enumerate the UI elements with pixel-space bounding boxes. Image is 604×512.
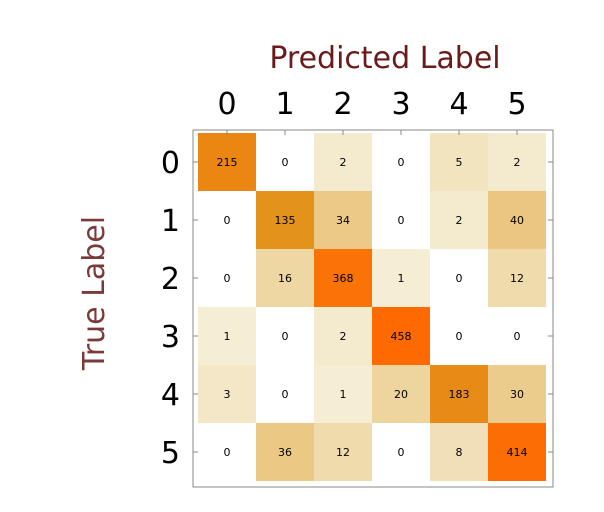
cell-value-label: 3 <box>224 388 231 401</box>
cell-value-label: 1 <box>398 272 405 285</box>
heatmap-cell-r2-c4 <box>430 249 488 307</box>
y-tick-label: 3 <box>161 320 180 355</box>
heatmap-cell-r1-c5 <box>488 191 546 249</box>
x-tick-label: 3 <box>391 87 410 122</box>
cell-value-label: 0 <box>514 330 521 343</box>
cell-value-label: 0 <box>224 272 231 285</box>
cell-value-label: 0 <box>282 388 289 401</box>
cell-value-label: 2 <box>456 214 463 227</box>
cell-value-label: 0 <box>224 214 231 227</box>
y-tick-label: 5 <box>161 436 180 471</box>
cell-value-label: 2 <box>340 156 347 169</box>
heatmap-cell-r3-c1 <box>256 307 314 365</box>
cell-value-label: 0 <box>398 214 405 227</box>
plot-frame <box>192 129 554 488</box>
cell-value-label: 16 <box>278 272 292 285</box>
heatmap-cell-r5-c5 <box>488 423 546 481</box>
heatmap-cell-r4-c5 <box>488 365 546 423</box>
heatmap-cell-r1-c1 <box>256 191 314 249</box>
heatmap-cell-r4-c4 <box>430 365 488 423</box>
heatmap-cell-r0-c3 <box>372 133 430 191</box>
heatmap-cell-r0-c0 <box>198 133 256 191</box>
heatmap-cell-r0-c5 <box>488 133 546 191</box>
y-axis-title: True Label <box>77 216 112 371</box>
y-tick-label: 1 <box>161 204 180 239</box>
heatmap-cell-r4-c0 <box>198 365 256 423</box>
cell-value-label: 8 <box>456 446 463 459</box>
heatmap-cell-r1-c3 <box>372 191 430 249</box>
cell-value-label: 2 <box>514 156 521 169</box>
cell-value-label: 5 <box>456 156 463 169</box>
cell-value-label: 20 <box>394 388 408 401</box>
cell-value-label: 183 <box>449 388 470 401</box>
cell-value-label: 368 <box>333 272 354 285</box>
cell-value-label: 135 <box>275 214 296 227</box>
x-tick-label: 0 <box>217 87 236 122</box>
y-tick-label: 4 <box>161 378 180 413</box>
cell-value-label: 40 <box>510 214 524 227</box>
x-tick-label: 1 <box>275 87 294 122</box>
heatmap-cell-r3-c5 <box>488 307 546 365</box>
heatmap-cell-r3-c2 <box>314 307 372 365</box>
x-tick-labels: 0 1 2 3 4 5 <box>217 87 527 135</box>
cell-value-label: 0 <box>456 330 463 343</box>
cell-value-label: 458 <box>391 330 412 343</box>
heatmap-cell-r0-c4 <box>430 133 488 191</box>
cell-value-label: 2 <box>340 330 347 343</box>
cell-value-label: 0 <box>398 156 405 169</box>
heatmap-cell-r2-c2 <box>314 249 372 307</box>
heatmap-cell-r5-c3 <box>372 423 430 481</box>
cell-value-label: 215 <box>217 156 238 169</box>
cell-value-label: 1 <box>224 330 231 343</box>
heatmap-cell-r1-c4 <box>430 191 488 249</box>
x-axis-title: Predicted Label <box>269 41 500 76</box>
cell-value-label: 0 <box>398 446 405 459</box>
heatmap-cell-r2-c1 <box>256 249 314 307</box>
heatmap-cell-r5-c1 <box>256 423 314 481</box>
cell-value-label: 0 <box>282 330 289 343</box>
cell-value-label: 1 <box>340 388 347 401</box>
heatmap-cell-r2-c3 <box>372 249 430 307</box>
cell-value-label: 0 <box>282 156 289 169</box>
cell-value-label: 34 <box>336 214 350 227</box>
heatmap-cell-r5-c0 <box>198 423 256 481</box>
heatmap-cell-r2-c5 <box>488 249 546 307</box>
heatmap-cell-r1-c0 <box>198 191 256 249</box>
heatmap-cell-r5-c2 <box>314 423 372 481</box>
x-tick-label: 2 <box>333 87 352 122</box>
cell-value-label: 0 <box>456 272 463 285</box>
y-tick-label: 0 <box>161 146 180 181</box>
heatmap-cell-r1-c2 <box>314 191 372 249</box>
heatmap-cell-r3-c0 <box>198 307 256 365</box>
heatmap-cell-r3-c3 <box>372 307 430 365</box>
heatmap-cell-r2-c0 <box>198 249 256 307</box>
heatmap-cell-r0-c1 <box>256 133 314 191</box>
cell-value-label: 414 <box>507 446 528 459</box>
heatmap-cell-r5-c4 <box>430 423 488 481</box>
cell-value-label: 0 <box>224 446 231 459</box>
cell-value-label: 30 <box>510 388 524 401</box>
cell-value-label: 36 <box>278 446 292 459</box>
heatmap-cell-r0-c2 <box>314 133 372 191</box>
cell-value-label: 12 <box>510 272 524 285</box>
y-tick-label: 2 <box>161 262 180 297</box>
x-tick-label: 4 <box>449 87 468 122</box>
cell-value-label: 12 <box>336 446 350 459</box>
heatmap-cell-r4-c3 <box>372 365 430 423</box>
heatmap-cells: 215 0 2 0 5 20 135 34 0 2 400 16 368 1 0 121 0 2 458 0 03 0 1 2… <box>198 133 546 481</box>
x-tick-label: 5 <box>507 87 526 122</box>
heatmap-cell-r4-c1 <box>256 365 314 423</box>
heatmap-cell-r3-c4 <box>430 307 488 365</box>
heatmap-cell-r4-c2 <box>314 365 372 423</box>
